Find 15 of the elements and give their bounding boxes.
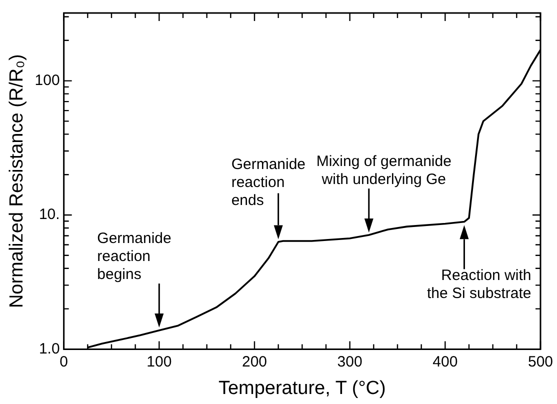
y-tick-label: 1.0: [38, 340, 60, 358]
y-tick-label: 10.: [38, 206, 60, 224]
annotation: Germanide reaction ends: [231, 156, 306, 209]
x-tick-label: 100: [146, 353, 172, 370]
x-tick-label: 300: [337, 353, 362, 370]
y-tick-label: 100: [34, 72, 60, 89]
annotation: Reaction with the Si substrate: [426, 266, 532, 302]
x-tick-label: 200: [242, 353, 268, 370]
annotation: Germanide reaction begins: [97, 230, 172, 284]
x-tick-label: 400: [432, 353, 458, 370]
x-axis-title: Temperature, T (°C): [218, 378, 386, 399]
annotation: Mixing of germanide with underlying Ge: [316, 153, 452, 188]
y-axis-title: Normalized Resistance (R/R₀): [6, 54, 28, 308]
x-tick-label: 500: [528, 353, 553, 370]
x-tick-label: 0: [60, 353, 68, 370]
